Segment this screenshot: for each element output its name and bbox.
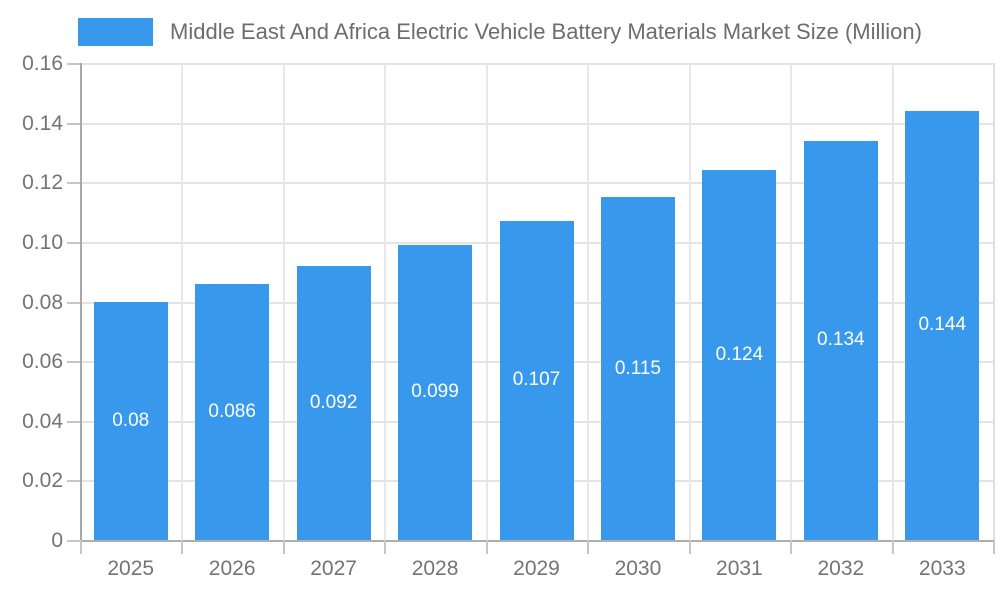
x-tick <box>891 540 894 554</box>
legend-swatch[interactable] <box>78 18 154 46</box>
y-tick <box>67 122 80 125</box>
bar-value-label: 0.134 <box>817 329 865 351</box>
y-tick <box>67 63 80 65</box>
x-tick <box>790 540 793 554</box>
bar-value-label: 0.086 <box>208 400 256 422</box>
bar[interactable]: 0.115 <box>600 197 675 540</box>
chart-header: Middle East And Africa Electric Vehicle … <box>0 18 1000 46</box>
bar-value-label: 0.124 <box>715 344 764 366</box>
y-tick-label: 0.08 <box>22 290 63 314</box>
x-tick-label: 2029 <box>513 557 560 580</box>
y-tick-label: 0.06 <box>22 350 63 374</box>
y-tick <box>67 241 80 244</box>
x-tick <box>384 540 387 554</box>
bar[interactable]: 0.086 <box>195 283 270 540</box>
y-tick <box>67 540 80 542</box>
y-tick-label: 0.04 <box>22 409 63 433</box>
y-tick-label: 0.12 <box>22 171 63 195</box>
x-tick-label: 2027 <box>310 557 357 580</box>
y-tick <box>67 361 80 364</box>
y-tick <box>67 420 80 423</box>
bar-value-label: 0.107 <box>512 369 561 391</box>
bar-value-label: 0.092 <box>309 391 358 413</box>
bar[interactable]: 0.144 <box>905 110 980 540</box>
x-axis-line <box>80 540 993 542</box>
plot-area: 0 0.02 0.04 0.06 0.08 0.10 0.12 0.14 0.16 0.08 202… <box>22 52 995 580</box>
x-tick-label: 2032 <box>817 557 865 580</box>
y-axis-line <box>80 63 82 540</box>
chart-title: Middle East And Africa Electric Vehicle … <box>170 19 922 44</box>
x-tick <box>282 540 285 554</box>
x-gridline <box>181 63 184 540</box>
bar-value-label: 0.144 <box>918 314 967 336</box>
x-tick-label: 2028 <box>411 557 459 580</box>
bar[interactable]: 0.099 <box>398 244 473 540</box>
y-gridline <box>80 122 993 125</box>
x-tick <box>993 540 995 554</box>
x-tick <box>688 540 691 554</box>
x-tick <box>80 540 82 554</box>
y-tick-label: 0.14 <box>22 111 63 135</box>
x-tick <box>485 540 488 554</box>
bar-value-label: 0.099 <box>411 381 459 403</box>
y-tick-label: 0.16 <box>22 52 63 75</box>
bar[interactable]: 0.107 <box>499 221 574 540</box>
y-tick-label: 0.10 <box>22 230 63 254</box>
x-gridline <box>587 63 590 540</box>
y-gridline <box>80 63 993 65</box>
x-gridline <box>384 63 387 540</box>
x-gridline <box>891 63 894 540</box>
y-tick-label: 0 <box>51 529 63 552</box>
y-tick <box>67 480 80 483</box>
y-gridline <box>80 182 993 185</box>
bar[interactable]: 0.134 <box>803 140 878 540</box>
bar-value-label: 0.115 <box>614 357 662 379</box>
x-tick <box>181 540 184 554</box>
x-gridline <box>282 63 285 540</box>
bar[interactable]: 0.08 <box>93 301 168 540</box>
x-gridline <box>993 63 995 540</box>
x-tick <box>587 540 590 554</box>
x-gridline <box>790 63 793 540</box>
bar[interactable]: 0.092 <box>296 265 371 540</box>
x-tick-label: 2030 <box>614 557 662 580</box>
x-tick-label: 2026 <box>208 557 256 580</box>
bar-value-label: 0.08 <box>112 409 150 431</box>
x-gridline <box>688 63 691 540</box>
y-tick-label: 0.02 <box>22 469 63 493</box>
bar[interactable]: 0.124 <box>702 170 777 540</box>
x-tick-label: 2025 <box>107 557 155 580</box>
y-tick <box>67 182 80 185</box>
x-tick-label: 2033 <box>918 557 966 580</box>
x-gridline <box>485 63 488 540</box>
y-tick <box>67 301 80 304</box>
x-tick-label: 2031 <box>716 557 763 580</box>
